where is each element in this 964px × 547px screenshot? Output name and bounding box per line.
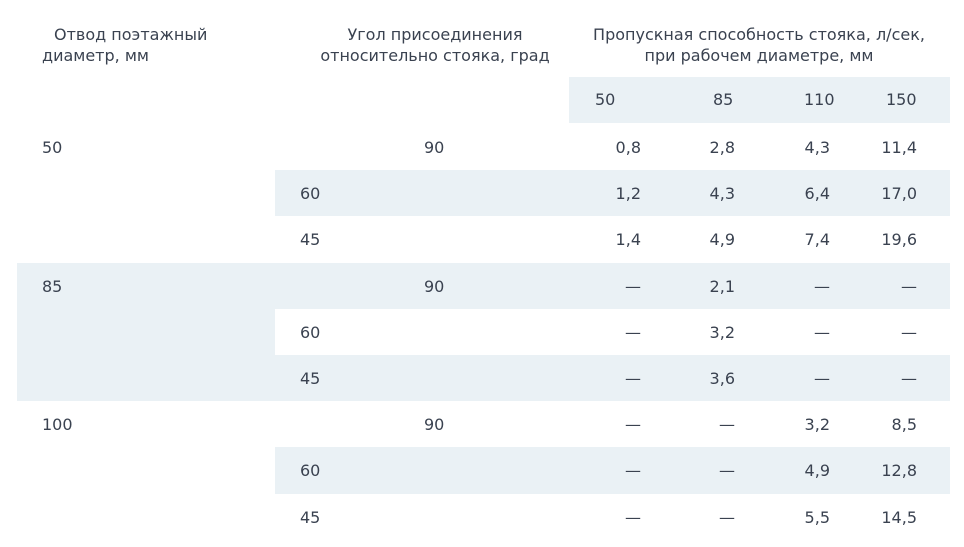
capacity-value-cell: 2,1 xyxy=(709,276,735,296)
row-stripe-background xyxy=(275,170,950,217)
capacity-value-cell: — xyxy=(901,276,917,296)
header-branch-line1: Отвод поэтажный xyxy=(54,25,208,44)
angle-cell: 90 xyxy=(424,415,445,435)
angle-cell: 45 xyxy=(300,507,321,527)
capacity-value-cell: 1,2 xyxy=(615,184,641,204)
capacity-value-cell: 6,4 xyxy=(804,184,830,204)
capacity-value-cell: — xyxy=(814,322,830,342)
capacity-value-cell: — xyxy=(625,322,641,342)
capacity-value-cell: — xyxy=(625,461,641,481)
capacity-value-cell: — xyxy=(625,276,641,296)
header-capacity-line1: Пропускная способность стояка, л/сек, xyxy=(593,25,925,44)
capacity-value-cell: — xyxy=(625,415,641,435)
capacity-value-cell: — xyxy=(719,507,735,527)
angle-cell: 60 xyxy=(300,184,321,204)
capacity-value-cell: — xyxy=(719,415,735,435)
diameter-header-cell: 150 xyxy=(886,90,917,109)
row-stripe-background xyxy=(275,355,950,402)
branch-diameter-cell: 50 xyxy=(42,138,63,157)
header-capacity-line2: при рабочем диаметре, мм xyxy=(644,46,874,65)
capacity-value-cell: 4,3 xyxy=(804,138,830,157)
capacity-value-cell: 8,5 xyxy=(891,415,917,435)
capacity-value-cell: 19,6 xyxy=(881,230,917,250)
capacity-value-cell: — xyxy=(625,507,641,527)
diameter-header-background xyxy=(569,77,950,123)
angle-cell: 90 xyxy=(424,138,445,157)
diameter-header-cell: 50 xyxy=(595,90,616,109)
header-angle-line1: Угол присоединения xyxy=(347,25,523,44)
diameter-header-cell: 110 xyxy=(804,90,835,109)
group-stripe-background xyxy=(17,262,275,402)
row-stripe-background xyxy=(275,262,950,309)
angle-cell: 90 xyxy=(424,276,445,296)
angle-cell: 60 xyxy=(300,322,321,342)
capacity-value-cell: 4,9 xyxy=(709,230,735,250)
capacity-value-cell: 4,9 xyxy=(804,461,830,481)
capacity-value-cell: — xyxy=(814,276,830,296)
diameter-header-cell: 85 xyxy=(713,90,734,109)
capacity-value-cell: 7,4 xyxy=(804,230,830,250)
capacity-value-cell: 0,8 xyxy=(615,138,641,157)
capacity-value-cell: — xyxy=(901,369,917,388)
capacity-value-cell: 17,0 xyxy=(881,184,917,204)
row-stripe-background xyxy=(275,447,950,494)
capacity-value-cell: 2,8 xyxy=(709,138,735,157)
angle-cell: 60 xyxy=(300,461,321,481)
capacity-value-cell: 5,5 xyxy=(804,507,830,527)
capacity-value-cell: — xyxy=(625,369,641,388)
capacity-value-cell: 3,2 xyxy=(709,322,735,342)
header-branch-line2: диаметр, мм xyxy=(42,46,149,65)
capacity-value-cell: 1,4 xyxy=(615,230,641,250)
capacity-value-cell: — xyxy=(719,461,735,481)
capacity-value-cell: 3,2 xyxy=(804,415,830,435)
capacity-value-cell: 4,3 xyxy=(709,184,735,204)
branch-diameter-cell: 100 xyxy=(42,415,73,435)
capacity-value-cell: — xyxy=(901,322,917,342)
branch-diameter-cell: 85 xyxy=(42,276,63,296)
capacity-value-cell: — xyxy=(814,369,830,388)
capacity-value-cell: 12,8 xyxy=(881,461,917,481)
header-angle-line2: относительно стояка, град xyxy=(320,46,550,65)
capacity-value-cell: 3,6 xyxy=(709,369,735,388)
capacity-value-cell: 14,5 xyxy=(881,507,917,527)
capacity-value-cell: 11,4 xyxy=(881,138,917,157)
angle-cell: 45 xyxy=(300,369,321,388)
angle-cell: 45 xyxy=(300,230,321,250)
